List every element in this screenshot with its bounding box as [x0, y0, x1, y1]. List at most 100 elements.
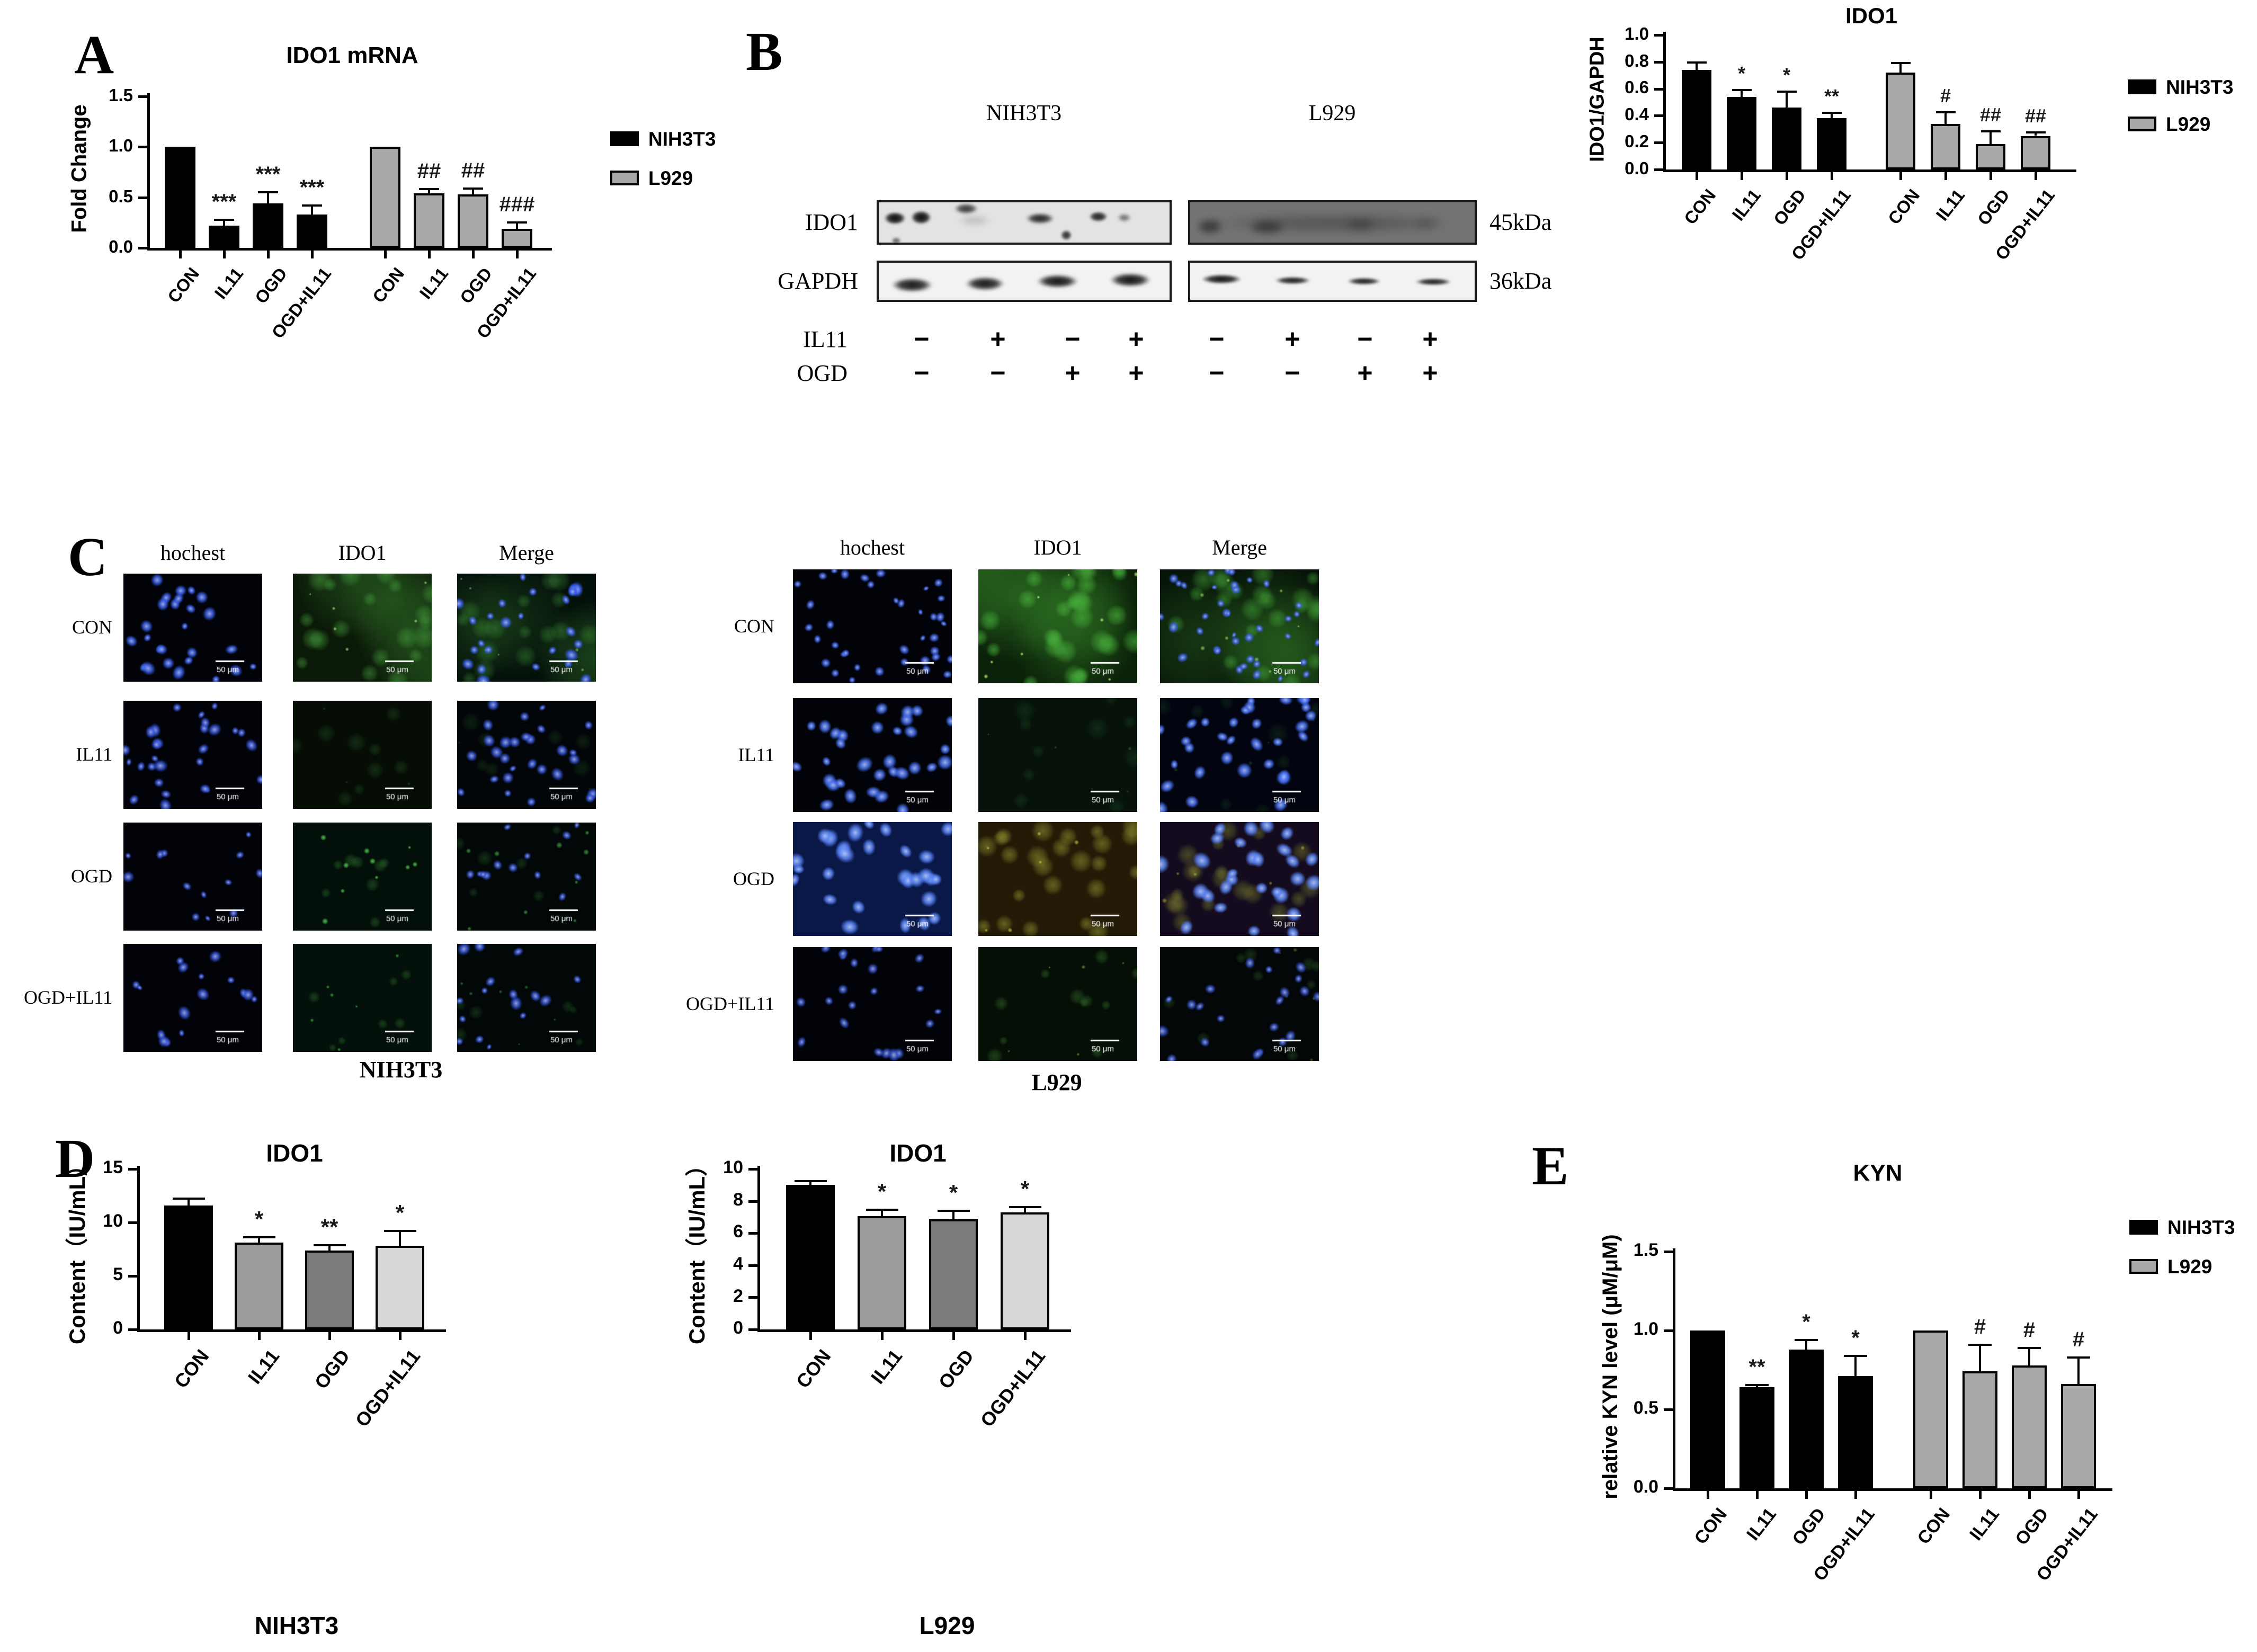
if-column-header-ido1-nih3t3: IDO1: [338, 541, 387, 565]
blot-condition-sign: +: [1357, 358, 1373, 388]
significance-annotation-d2: *: [949, 1180, 958, 1205]
y-axis-a: [147, 93, 150, 248]
blot-condition-sign: +: [1128, 358, 1144, 388]
error-bar-cap-d2: [866, 1209, 898, 1211]
y-tick-label-e: 1.0: [1633, 1319, 1658, 1340]
blot-band: [1407, 215, 1445, 231]
x-tick-e: [1930, 1491, 1932, 1499]
error-bar-line-e: [1756, 1385, 1758, 1388]
x-tick-a: [223, 251, 226, 258]
error-bar-cap-e: [2067, 1356, 2090, 1359]
y-tick-label-d1: 10: [103, 1211, 123, 1231]
significance-annotation-e: #: [2023, 1318, 2036, 1342]
y-tick-e: [1664, 1329, 1673, 1332]
chart-xlabel-d1: NIH3T3: [254, 1612, 339, 1639]
x-axis-d1: [137, 1329, 446, 1332]
x-tick-e: [1979, 1491, 1982, 1499]
y-tick-label-b: 0.6: [1625, 77, 1649, 97]
y-tick-e: [1664, 1487, 1673, 1490]
significance-annotation-b: ##: [2024, 105, 2047, 127]
y-tick-b: [1654, 114, 1664, 118]
chart-ylabel-d1: Content（IU/mL）: [64, 1154, 90, 1345]
y-tick-label-a: 1.0: [109, 136, 133, 156]
error-bar-line-d2: [952, 1210, 954, 1220]
bar-d1-series-OGD: [305, 1250, 354, 1329]
micrograph-ido1-il11-l929: [978, 698, 1137, 812]
bar-b-NIH3T3-CON: [1682, 70, 1711, 169]
significance-annotation-a: ##: [417, 159, 441, 183]
bar-a-L929-OGD: [458, 194, 488, 248]
blot-protein-label-ido1: IDO1: [805, 209, 858, 235]
error-bar-cap-d1: [243, 1236, 275, 1239]
micrograph-ido1-con-nih3t3: [293, 574, 432, 682]
significance-annotation-b: *: [1782, 64, 1790, 86]
bar-d2-series-OGD: [929, 1219, 978, 1329]
x-tick-d1: [328, 1332, 331, 1340]
blot-condition-sign: −: [1284, 358, 1300, 388]
blot-band: [950, 202, 982, 216]
error-bar-line-e: [1979, 1344, 1981, 1372]
bar-b-NIH3T3-IL11: [1727, 96, 1756, 169]
y-tick-label-d2: 6: [733, 1221, 743, 1242]
chart-xlabel-d2: L929: [919, 1612, 975, 1639]
error-bar-line-b: [1990, 131, 1992, 144]
y-tick-label-a: 1.5: [109, 85, 133, 105]
y-tick-d2: [748, 1328, 758, 1331]
y-tick-d2: [748, 1200, 758, 1203]
y-axis-b: [1663, 32, 1666, 169]
micrograph-hochest-con-l929: [793, 569, 952, 683]
x-tick-b: [1696, 172, 1698, 180]
micrograph-hochest-ogd-nih3t3: [123, 823, 262, 931]
y-tick-a: [138, 146, 148, 149]
y-tick-b: [1654, 34, 1664, 37]
significance-annotation-d1: *: [254, 1207, 264, 1232]
y-tick-label-b: 0.2: [1625, 131, 1649, 151]
blot-marker-label-45kDa: 45kDa: [1489, 209, 1552, 235]
y-tick-label-a: 0.5: [109, 186, 133, 206]
micrograph-hochest-il11-nih3t3: [123, 701, 262, 809]
panel-label-d: D: [55, 1128, 95, 1189]
if-block-label-l929: L929: [1031, 1069, 1082, 1095]
blot-image-gapdh-nih3t3: [877, 261, 1172, 302]
blot-band: [1194, 272, 1249, 285]
if-row-label-con-l929: CON: [734, 615, 774, 637]
bar-d1-series-CON: [164, 1205, 213, 1329]
error-bar-line-a: [472, 188, 474, 194]
significance-annotation-e: #: [2072, 1327, 2085, 1351]
micrograph-ido1-il11-nih3t3: [293, 701, 432, 809]
x-axis-d2: [757, 1329, 1071, 1332]
significance-annotation-d1: **: [320, 1215, 338, 1240]
bar-a-NIH3T3-IL11: [209, 226, 239, 248]
x-tick-a: [179, 251, 182, 258]
error-bar-cap-b: [1936, 111, 1956, 114]
x-tick-d1: [188, 1332, 190, 1340]
micrograph-ido1-ogd-l929: [978, 822, 1137, 936]
error-bar-cap-d1: [173, 1197, 205, 1200]
blot-condition-sign: −: [1065, 324, 1081, 354]
error-bar-cap-d2: [938, 1209, 970, 1212]
y-tick-label-d1: 5: [113, 1264, 123, 1285]
if-row-label-il11-nih3t3: IL11: [76, 744, 112, 765]
micrograph-ido1-ogd-il11-nih3t3: [293, 944, 432, 1052]
if-column-header-hochest-nih3t3: hochest: [160, 541, 226, 565]
error-bar-line-e: [2028, 1347, 2030, 1365]
blot-condition-sign: +: [1284, 324, 1300, 354]
significance-annotation-e: **: [1748, 1355, 1765, 1379]
bar-a-NIH3T3-CON: [165, 147, 195, 248]
y-tick-b: [1654, 141, 1664, 145]
y-tick-b: [1654, 60, 1664, 64]
blot-band: [952, 215, 997, 226]
error-bar-line-b: [1696, 62, 1698, 70]
micrograph-merge-con-nih3t3: [457, 574, 596, 682]
y-tick-label-b: 1.0: [1625, 23, 1649, 43]
x-tick-d2: [809, 1332, 812, 1340]
blot-band: [1243, 217, 1291, 238]
x-tick-d2: [1024, 1332, 1027, 1340]
legend-swatch-b-NIH3T3: [2128, 79, 2156, 94]
y-tick-d1: [128, 1221, 138, 1224]
blot-band: [1059, 228, 1074, 243]
blot-condition-sign: +: [1422, 324, 1438, 354]
bar-e-NIH3T3-OGD+IL11: [1838, 1376, 1873, 1488]
y-axis-d1: [137, 1166, 140, 1329]
error-bar-line-b: [1786, 91, 1788, 108]
